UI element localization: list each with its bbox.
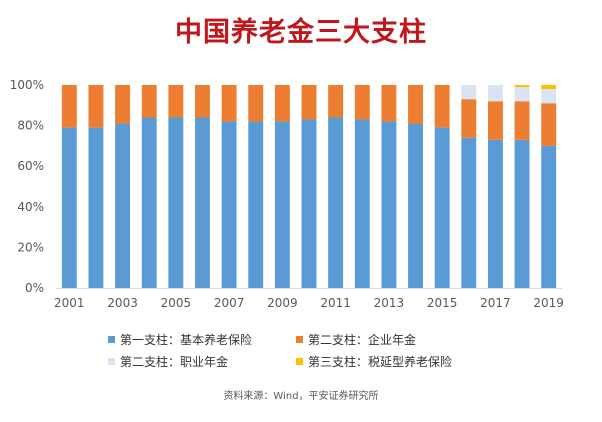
bar-2005-series-1 bbox=[168, 117, 184, 288]
legend-item-tax-deferred: 第三支柱：税延型养老保险 bbox=[296, 353, 452, 370]
x-tick-label: 2009 bbox=[267, 296, 298, 310]
bar-2018-series-4 bbox=[514, 85, 530, 88]
y-tick-label: 60% bbox=[17, 159, 44, 173]
legend: 第一支柱：基本养老保险 第二支柱：企业年金 第二支柱：职业年金 第三支柱：税延型… bbox=[108, 330, 528, 374]
bar-2017-series-2 bbox=[487, 101, 503, 140]
bar-2003-series-1 bbox=[115, 123, 131, 288]
bar-2010-series-1 bbox=[301, 119, 317, 288]
bar-2015-series-1 bbox=[434, 127, 450, 288]
x-tick-label: 2019 bbox=[533, 296, 564, 310]
bar-2007-series-1 bbox=[221, 121, 237, 288]
y-tick-label: 20% bbox=[17, 240, 44, 254]
bar-2014-series-1 bbox=[408, 123, 423, 288]
bar-2001-series-1 bbox=[61, 127, 77, 288]
bar-2012-series-1 bbox=[354, 119, 370, 288]
bar-2010-series-2 bbox=[301, 85, 317, 120]
bar-2013-series-1 bbox=[381, 121, 397, 288]
source-note: 资料来源：Wind，平安证券研究所 bbox=[223, 391, 379, 402]
bar-2019-series-3 bbox=[541, 89, 557, 104]
x-tick-label: 2007 bbox=[214, 296, 245, 310]
bar-2016-series-2 bbox=[461, 99, 477, 138]
x-tick-label: 2003 bbox=[107, 296, 138, 310]
x-tick-label: 2011 bbox=[320, 296, 351, 310]
y-tick-label: 80% bbox=[17, 119, 44, 133]
bar-2019-series-4 bbox=[541, 85, 557, 90]
y-tick-label: 100% bbox=[10, 78, 44, 92]
bar-2005-series-2 bbox=[168, 85, 184, 118]
bar-2017-series-3 bbox=[487, 85, 503, 102]
legend-label-occupational-annuity: 第二支柱：职业年金 bbox=[120, 354, 229, 369]
legend-swatch-basic-pension bbox=[108, 335, 115, 343]
bar-2019-series-1 bbox=[541, 145, 557, 288]
bar-2009-series-2 bbox=[274, 85, 290, 122]
bar-2017-series-1 bbox=[487, 139, 503, 288]
legend-item-occupational-annuity: 第二支柱：职业年金 bbox=[108, 353, 296, 370]
stacked-bar-chart: 0% 20% 40% 60% 80% 100% 2001 2003 2005 2007 2009 20… bbox=[10, 78, 564, 310]
x-tick-label: 2017 bbox=[480, 296, 511, 310]
bar-2013-series-2 bbox=[381, 85, 397, 122]
bar-2011-series-2 bbox=[328, 85, 344, 118]
bar-2018-series-3 bbox=[514, 87, 530, 102]
bar-2006-series-1 bbox=[195, 117, 210, 288]
bar-2008-series-2 bbox=[248, 85, 264, 122]
y-tick-label: 0% bbox=[25, 281, 44, 295]
bar-2014-series-2 bbox=[408, 85, 423, 124]
bar-2015-series-2 bbox=[434, 85, 450, 128]
bar-2018-series-2 bbox=[514, 101, 530, 140]
bar-2019-series-2 bbox=[541, 103, 557, 146]
bar-2003-series-2 bbox=[115, 85, 131, 124]
bar-2018-series-1 bbox=[514, 139, 530, 288]
bar-2016-series-3 bbox=[461, 85, 477, 100]
bar-2011-series-1 bbox=[328, 117, 344, 288]
legend-swatch-tax-deferred bbox=[296, 357, 303, 365]
bar-2001-series-2 bbox=[61, 85, 77, 128]
bar-2002-series-1 bbox=[88, 127, 104, 288]
legend-swatch-enterprise-annuity bbox=[296, 335, 303, 343]
x-tick-label: 2013 bbox=[374, 296, 405, 310]
y-tick-label: 40% bbox=[17, 200, 44, 214]
legend-swatch-occupational-annuity bbox=[108, 357, 115, 365]
legend-item-basic-pension: 第一支柱：基本养老保险 bbox=[108, 331, 296, 348]
bar-2002-series-2 bbox=[88, 85, 104, 128]
legend-label-enterprise-annuity: 第二支柱：企业年金 bbox=[308, 332, 417, 347]
legend-label-basic-pension: 第一支柱：基本养老保险 bbox=[120, 332, 253, 347]
bar-2012-series-2 bbox=[354, 85, 370, 120]
bar-2009-series-1 bbox=[274, 121, 290, 288]
x-tick-label: 2015 bbox=[427, 296, 458, 310]
bar-2007-series-2 bbox=[221, 85, 237, 122]
x-tick-label: 2005 bbox=[161, 296, 192, 310]
legend-label-tax-deferred: 第三支柱：税延型养老保险 bbox=[308, 354, 453, 369]
x-tick-label: 2001 bbox=[54, 296, 85, 310]
bar-2004-series-2 bbox=[141, 85, 157, 118]
bar-2008-series-1 bbox=[248, 121, 264, 288]
bar-2016-series-1 bbox=[461, 137, 477, 288]
bar-2004-series-1 bbox=[141, 117, 157, 288]
legend-item-enterprise-annuity: 第二支柱：企业年金 bbox=[296, 331, 416, 348]
chart-title: 中国养老金三大支柱 bbox=[175, 17, 427, 48]
bar-2006-series-2 bbox=[195, 85, 210, 118]
